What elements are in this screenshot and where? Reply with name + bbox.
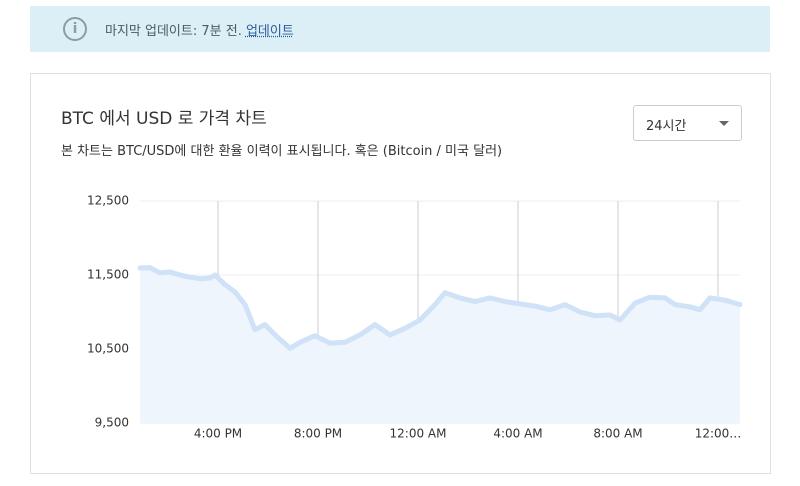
dropdown-label: 24시간 <box>646 119 687 134</box>
y-tick-label: 10,500 <box>87 342 129 356</box>
x-tick-label: 12:00 AM <box>390 427 447 441</box>
y-tick-label: 9,500 <box>95 416 129 430</box>
dropdown-arrow <box>719 121 729 131</box>
range-dropdown[interactable]: 24시간 <box>633 105 742 141</box>
x-tick-label: 4:00 AM <box>493 427 542 441</box>
info-icon: i <box>63 17 87 41</box>
y-tick-label: 12,500 <box>87 194 129 208</box>
banner-text: 마지막 업데이트: 7분 전. <box>105 24 242 39</box>
update-banner: i 마지막 업데이트: 7분 전. 업데이트 <box>30 6 770 52</box>
price-line <box>137 265 743 351</box>
price-area <box>140 267 740 423</box>
y-tick-label: 11,500 <box>87 268 129 282</box>
x-tick-label: 8:00 PM <box>294 427 342 441</box>
chart-card: BTC 에서 USD 로 가격 차트 본 차트는 BTC/USD에 대한 환율 … <box>30 73 771 474</box>
chart-subtitle: 본 차트는 BTC/USD에 대한 환율 이력이 표시됩니다. 혹은 (Bitc… <box>61 144 503 159</box>
chart-title: BTC 에서 USD 로 가격 차트 <box>61 109 267 129</box>
x-tick-label: 4:00 PM <box>194 427 242 441</box>
x-tick-label: 12:00… <box>695 427 742 441</box>
x-tick-label: 8:00 AM <box>593 427 642 441</box>
update-link[interactable]: 업데이트 <box>245 24 294 39</box>
banner-message: 마지막 업데이트: 7분 전. 업데이트 <box>105 20 294 39</box>
